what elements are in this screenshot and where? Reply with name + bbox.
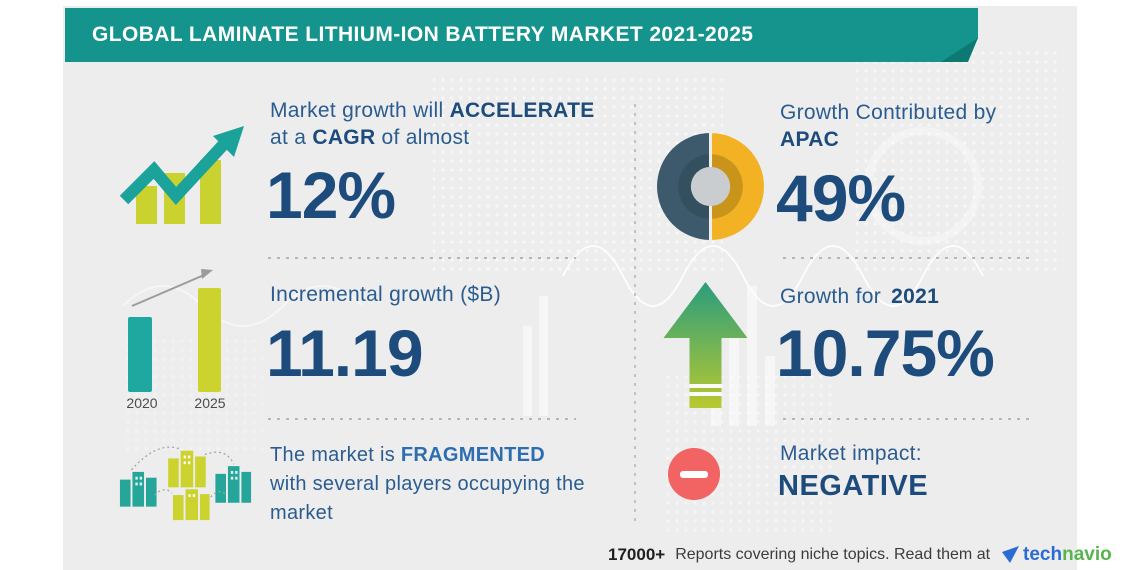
incremental-growth-value: 11.19 <box>266 316 424 390</box>
divider-left-2 <box>268 418 576 420</box>
apac-label: Growth Contributed by APAC <box>780 99 996 153</box>
cagr-text-regular-1: Market growth will <box>270 99 450 122</box>
incremental-growth-label: Incremental growth ($B) <box>270 283 501 306</box>
technavio-logo[interactable]: tech navio <box>1002 544 1112 566</box>
technavio-logo-tech: tech <box>1023 544 1063 565</box>
cagr-value: 12% <box>266 158 396 232</box>
cagr-text: Market growth will ACCELERATE at a CAGR … <box>270 97 600 151</box>
growth-2021-value: 10.75% <box>776 316 995 390</box>
buildings-clusters-icon <box>119 446 252 521</box>
cagr-text-bold-cagr: CAGR <box>312 126 376 149</box>
fragmented-text: The market is FRAGMENTED with several pl… <box>270 441 605 528</box>
divider-left-1 <box>268 257 576 259</box>
cagr-text-regular-2: at a <box>270 126 313 149</box>
banner-fold-icon <box>941 38 978 62</box>
bars-2020-2025-icon <box>128 269 221 392</box>
market-impact-label: Market impact: <box>780 442 922 465</box>
cagr-text-bold-accelerate: ACCELERATE <box>449 99 595 122</box>
fragmented-text-regular: The market is <box>270 444 401 466</box>
bar-year-end-label: 2025 <box>194 395 226 411</box>
minus-circle-icon <box>668 448 720 500</box>
cagr-text-regular-3: of almost <box>375 126 470 149</box>
technavio-arrow-icon <box>1002 546 1020 563</box>
apac-region: APAC <box>780 128 840 151</box>
footer-report-count: 17000+ <box>608 545 666 564</box>
apac-value: 49% <box>776 161 906 235</box>
fragmented-text-bold: FRAGMENTED <box>400 444 546 466</box>
growth-2021-label: Growth for 2021 <box>780 283 939 310</box>
up-arrow-icon <box>663 282 748 408</box>
growth-2021-year: 2021 <box>891 285 940 308</box>
bar-year-start-label: 2020 <box>126 395 158 411</box>
growth-2021-label-regular: Growth for <box>780 285 888 308</box>
market-impact-value: NEGATIVE <box>778 470 929 502</box>
donut-chart-icon <box>657 133 764 240</box>
footer-tagline: Reports covering niche topics. Read them… <box>675 546 991 563</box>
divider-right-2 <box>783 418 1029 420</box>
growth-chart-icon <box>119 126 244 224</box>
vertical-divider <box>634 104 636 524</box>
technavio-logo-navio: navio <box>1062 544 1112 565</box>
fragmented-text-rest: with several players occupying the marke… <box>270 473 585 524</box>
header-banner: GLOBAL LAMINATE LITHIUM-ION BATTERY MARK… <box>65 8 978 62</box>
footer: 17000+ Reports covering niche topics. Re… <box>608 544 1112 566</box>
minus-bar <box>680 471 708 478</box>
divider-right-1 <box>783 257 1029 259</box>
page-title: GLOBAL LAMINATE LITHIUM-ION BATTERY MARK… <box>92 23 754 46</box>
apac-label-line1: Growth Contributed by <box>780 101 997 124</box>
